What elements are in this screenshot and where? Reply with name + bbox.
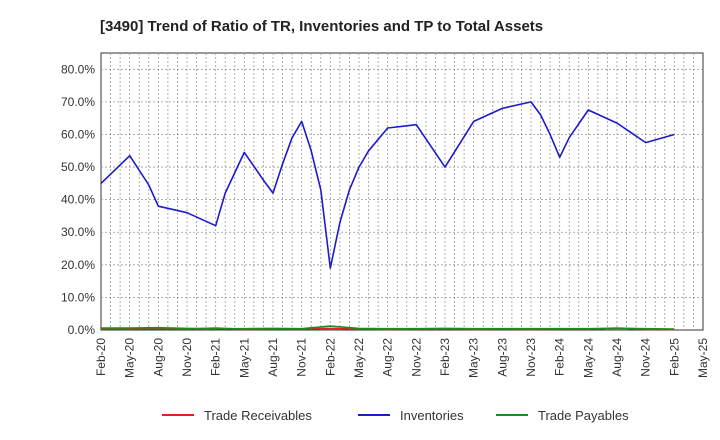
legend-label-trade-payables: Trade Payables (538, 408, 629, 423)
x-tick-label: Aug-23 (495, 338, 509, 377)
x-tick-label: Feb-20 (94, 338, 108, 376)
y-tick-label: 0.0% (68, 323, 96, 337)
x-tick-label: May-22 (352, 338, 366, 378)
legend-label-inventories: Inventories (400, 408, 464, 423)
x-tick-label: Feb-22 (323, 338, 337, 376)
y-tick-label: 80.0% (61, 62, 95, 76)
x-tick-label: May-21 (237, 338, 251, 378)
chart-title: [3490] Trend of Ratio of TR, Inventories… (100, 18, 543, 35)
legend-label-trade-receivables: Trade Receivables (204, 408, 312, 423)
x-tick-label: Aug-20 (151, 338, 165, 377)
x-tick-label: Aug-22 (381, 338, 395, 377)
y-tick-label: 50.0% (61, 160, 95, 174)
y-tick-label: 30.0% (61, 225, 95, 239)
x-tick-label: Feb-24 (553, 338, 567, 376)
y-tick-label: 10.0% (61, 290, 95, 304)
x-tick-label: Nov-20 (180, 338, 194, 377)
x-tick-label: Nov-22 (409, 338, 423, 377)
series-line-inventories (100, 101, 675, 269)
plot-area: 0.0% 10.0% 20.0% 30.0% 40.0% 50.0% 60.0% 70.0% 8… (61, 52, 710, 378)
x-tick-label: Aug-21 (266, 338, 280, 377)
plot-frame (100, 52, 704, 331)
x-tick-label: May-24 (581, 338, 595, 378)
x-tick-label: Feb-25 (667, 338, 681, 376)
x-tick-label: Nov-24 (639, 338, 653, 377)
x-tick-label: Aug-24 (610, 338, 624, 377)
legend: Trade Receivables Inventories Trade Payabl… (162, 408, 629, 423)
y-tick-label: 70.0% (61, 95, 95, 109)
y-tick-label: 40.0% (61, 193, 95, 207)
y-tick-label: 20.0% (61, 258, 95, 272)
x-tick-label: Feb-23 (438, 338, 452, 376)
x-tick-label: May-23 (467, 338, 481, 378)
x-tick-label: May-20 (123, 338, 137, 378)
x-tick-label: Nov-21 (295, 338, 309, 377)
x-tick-label: Nov-23 (524, 338, 538, 377)
series-line-trade-payables (101, 325, 675, 330)
y-tick-label: 60.0% (61, 127, 95, 141)
x-tick-label: May-25 (696, 338, 710, 378)
x-tick-label: Feb-21 (209, 338, 223, 376)
